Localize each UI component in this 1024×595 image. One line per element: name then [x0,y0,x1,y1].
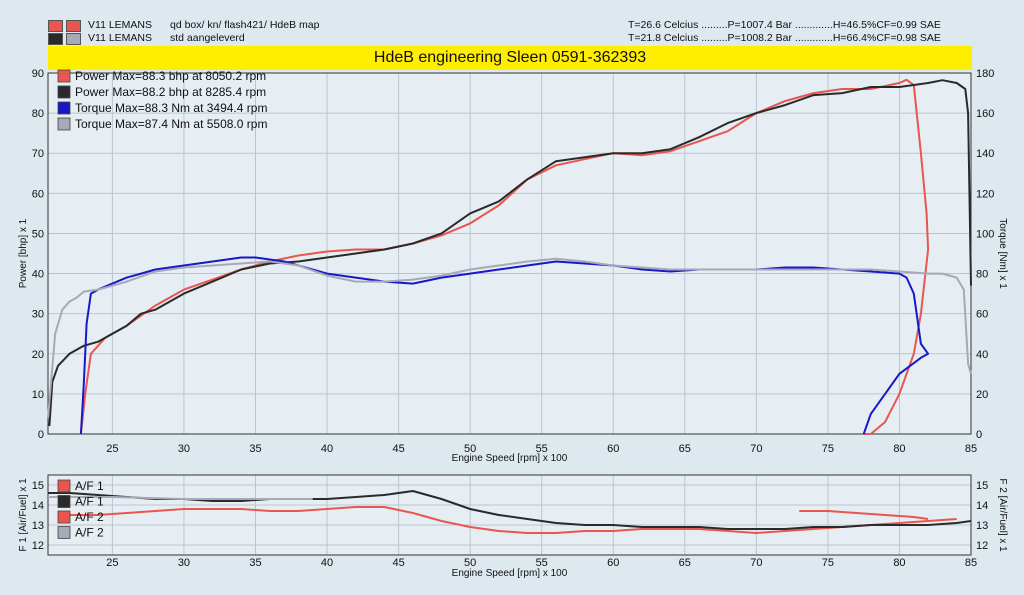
plot-area-1 [47,474,972,556]
y-tick-label-0-1: 10 [32,389,44,401]
run2-description: std aangeleverd [170,32,245,44]
y-tick-label-0-5: 50 [32,228,44,240]
legend-swatch-1-3 [57,526,71,539]
x-axis-label-1: Engine Speed [rpm] x 100 [452,568,568,579]
y-tick-label-0-8: 80 [32,108,44,120]
x-tick-label-1-2: 35 [249,557,261,569]
legend-swatch-1-2 [57,510,71,524]
x-tick-label-1-1: 30 [178,557,190,569]
banner: HdeB engineering Sleen 0591-362393 [48,46,972,70]
y-tick-label-1-0: 12 [32,540,44,552]
run2-power-swatch[interactable] [48,33,63,45]
x-tick-label-0-8: 65 [679,443,691,455]
run1-conditions: T=26.6 Celcius .........P=1007.4 Bar ...… [628,19,941,31]
legend-label-0-2: Torque Max=88.3 Nm at 3494.4 rpm [75,101,267,115]
x-tick-label-1-11: 80 [893,557,905,569]
x-tick-label-0-2: 35 [249,443,261,455]
run2-torque-swatch[interactable] [66,33,81,45]
plot-area-0 [47,72,972,435]
y-tick-label-0-6: 60 [32,188,44,200]
x-tick-label-1-12: 85 [965,557,977,569]
y-tick-label-0-0: 0 [38,429,44,441]
x-tick-label-0-9: 70 [750,443,762,455]
x-tick-label-1-8: 65 [679,557,691,569]
y2-tick-label-1-0: 12 [976,540,988,552]
y2-tick-label-0-3: 60 [976,309,988,321]
x-tick-label-0-4: 45 [392,443,404,455]
y-tick-label-1-3: 15 [32,480,44,492]
run1-torque-swatch[interactable] [66,20,81,32]
y2-tick-label-1-3: 15 [976,480,988,492]
legend-label-0-1: Power Max=88.2 bhp at 8285.4 rpm [75,85,266,99]
x-tick-label-1-4: 45 [392,557,404,569]
legend-label-0-3: Torque Max=87.4 Nm at 5508.0 rpm [75,117,267,131]
y-tick-label-0-3: 30 [32,309,44,321]
y-tick-label-0-4: 40 [32,269,44,281]
run2-car: V11 LEMANS [88,32,152,44]
series-line-1-2 [799,510,929,520]
y-tick-label-0-7: 70 [32,148,44,160]
x-tick-label-0-7: 60 [607,443,619,455]
run1-power-swatch[interactable] [48,20,63,32]
y2-tick-label-0-6: 120 [976,188,994,200]
x-tick-label-0-11: 80 [893,443,905,455]
y2-tick-label-0-0: 0 [976,429,982,441]
legend-swatch-1-0 [57,479,71,493]
y-tick-label-1-2: 14 [32,500,44,512]
legend-label-1-0: A/F 1 [75,479,104,493]
y2-axis-label-0: Torque [Nm] x 1 [997,218,1008,289]
y-axis-label-1: F 1 [Air/Fuel] x 1 [18,478,29,552]
run2-conditions: T=21.8 Celcius .........P=1008.2 Bar ...… [628,32,941,44]
x-tick-label-1-10: 75 [822,557,834,569]
y2-tick-label-0-4: 80 [976,269,988,281]
y2-tick-label-1-2: 14 [976,500,988,512]
legend-label-1-3: A/F 2 [75,526,104,540]
x-tick-label-0-1: 30 [178,443,190,455]
x-tick-label-1-3: 40 [321,557,333,569]
y-tick-label-1-1: 13 [32,520,44,532]
x-tick-label-0-0: 25 [106,443,118,455]
y2-tick-label-0-7: 140 [976,148,994,160]
series-line-0-1 [48,79,972,427]
legend-swatch-0-3 [57,117,71,131]
y2-tick-label-0-2: 40 [976,349,988,361]
y2-tick-label-0-1: 20 [976,389,988,401]
plot-frame-1 [47,474,972,556]
x-tick-label-1-9: 70 [750,557,762,569]
legend-swatch-0-2 [57,101,71,115]
legend-swatch-0-1 [57,85,71,99]
legend-label-1-2: A/F 2 [75,510,104,524]
series-line-0-2 [79,256,930,435]
legend-label-0-0: Power Max=88.3 bhp at 8050.2 rpm [75,69,266,83]
y2-tick-label-0-5: 100 [976,228,994,240]
y2-axis-label-1: F 2 [Air/Fuel] x 1 [997,478,1008,552]
y-tick-label-0-9: 90 [32,68,44,80]
y-axis-label-0: Power [bhp] x 1 [18,218,29,288]
x-tick-label-0-12: 85 [965,443,977,455]
y2-tick-label-0-9: 180 [976,68,994,80]
x-tick-label-0-5: 50 [464,443,476,455]
x-axis-label-0: Engine Speed [rpm] x 100 [452,453,568,464]
x-tick-label-1-6: 55 [536,557,548,569]
run1-description: qd box/ kn/ flash421/ HdeB map [170,19,320,31]
series-line-1-3 [48,496,313,500]
y2-tick-label-0-8: 160 [976,108,994,120]
x-tick-label-1-0: 25 [106,557,118,569]
x-tick-label-1-5: 50 [464,557,476,569]
x-tick-label-0-3: 40 [321,443,333,455]
run1-car: V11 LEMANS [88,19,152,31]
legend-swatch-1-1 [57,495,71,508]
legend-swatch-0-0 [57,69,71,83]
x-tick-label-0-10: 75 [822,443,834,455]
y2-tick-label-1-1: 13 [976,520,988,532]
series-line-0-3 [47,257,972,419]
y-tick-label-0-2: 20 [32,349,44,361]
series-line-1-0 [69,506,957,534]
legend-label-1-1: A/F 1 [75,495,104,509]
x-tick-label-0-6: 55 [536,443,548,455]
x-tick-label-1-7: 60 [607,557,619,569]
